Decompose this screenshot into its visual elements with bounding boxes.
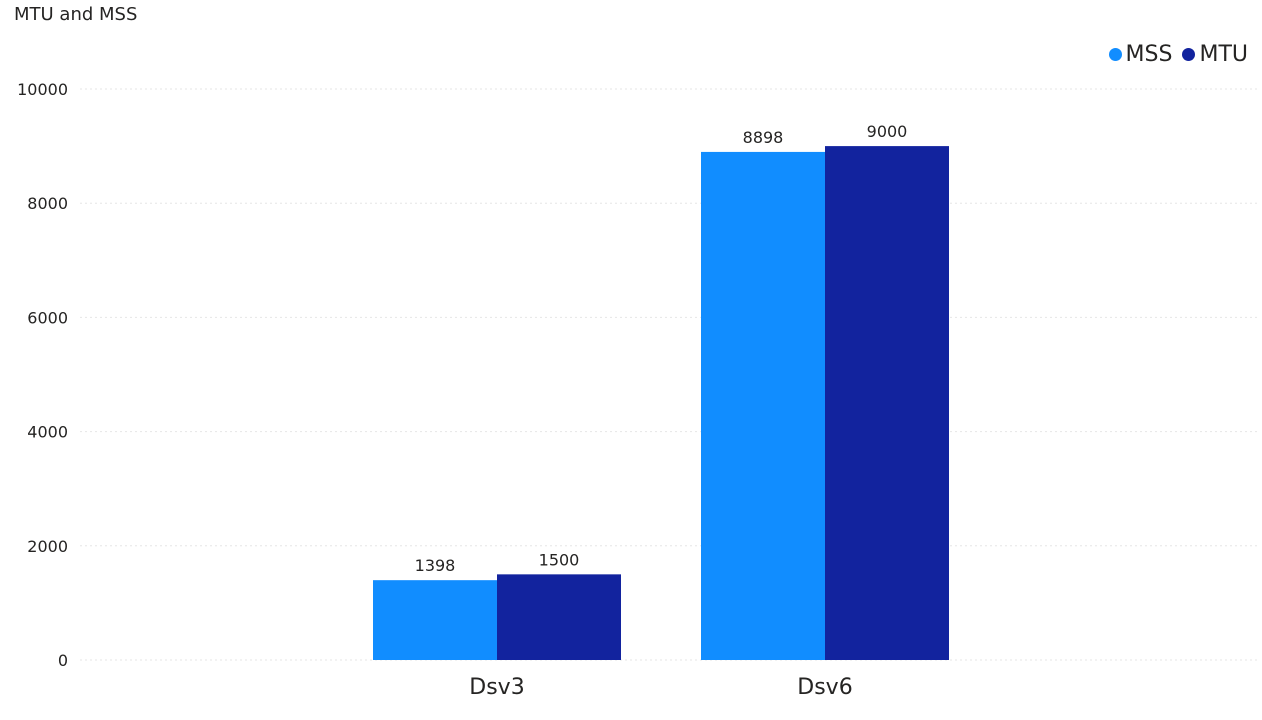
legend: MSS MTU <box>1108 42 1248 67</box>
legend-dot-mtu <box>1182 48 1196 61</box>
x-tick-label-dsv6: Dsv6 <box>797 675 852 700</box>
gridlines <box>80 88 1258 661</box>
y-tick-label: 6000 <box>27 308 68 327</box>
legend-item-mss[interactable]: MSS <box>1108 42 1173 67</box>
chart-title: MTU and MSS <box>14 4 138 25</box>
data-label-mtu-dsv6: 9000 <box>867 122 908 141</box>
x-axis: Dsv3 Dsv6 <box>469 675 852 700</box>
x-tick-label-dsv3: Dsv3 <box>469 675 524 700</box>
y-tick-label: 4000 <box>27 423 68 442</box>
data-labels: 1398 1500 8898 9000 <box>415 122 908 575</box>
bars <box>373 146 949 661</box>
y-tick-label: 2000 <box>27 537 68 556</box>
bar-mss-dsv3[interactable] <box>373 580 497 660</box>
bar-mtu-dsv3[interactable] <box>497 574 621 660</box>
bar-mtu-dsv6[interactable] <box>825 146 949 661</box>
bar-mss-dsv6[interactable] <box>701 151 825 660</box>
y-tick-label: 10000 <box>17 80 68 99</box>
data-label-mss-dsv3: 1398 <box>415 556 456 575</box>
y-tick-label: 0 <box>58 651 68 670</box>
data-label-mss-dsv6: 8898 <box>743 128 784 147</box>
legend-dot-mss <box>1108 48 1122 61</box>
legend-item-mtu[interactable]: MTU <box>1182 42 1248 67</box>
y-axis: 0 2000 4000 6000 8000 10000 <box>17 80 68 670</box>
data-label-mtu-dsv3: 1500 <box>539 550 580 569</box>
legend-label-mss: MSS <box>1125 42 1173 67</box>
y-tick-label: 8000 <box>27 194 68 213</box>
legend-label-mtu: MTU <box>1199 42 1248 67</box>
